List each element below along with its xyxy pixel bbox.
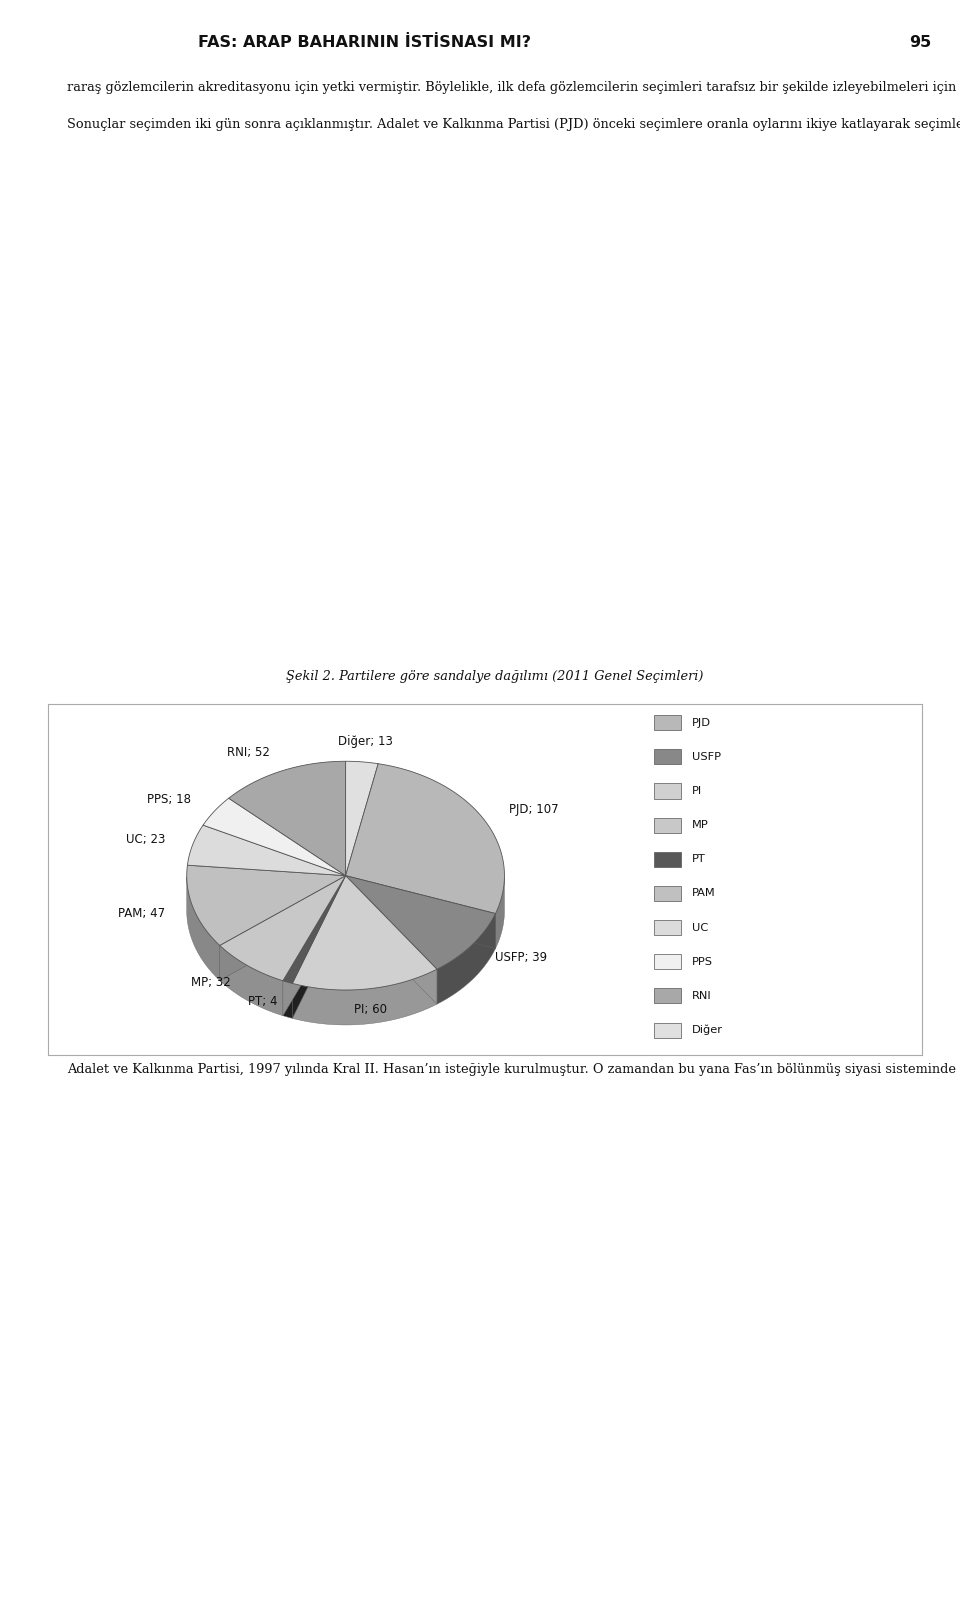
Text: RNI: RNI bbox=[691, 991, 711, 1000]
Polygon shape bbox=[228, 762, 346, 876]
Polygon shape bbox=[220, 876, 346, 981]
Polygon shape bbox=[346, 876, 437, 1004]
Polygon shape bbox=[346, 876, 495, 949]
Polygon shape bbox=[346, 764, 504, 913]
Polygon shape bbox=[220, 946, 283, 1015]
Bar bbox=[654, 852, 681, 867]
Text: USFP; 39: USFP; 39 bbox=[495, 950, 547, 963]
Polygon shape bbox=[283, 981, 293, 1018]
Polygon shape bbox=[346, 876, 495, 970]
Bar bbox=[654, 1023, 681, 1037]
Text: PJD; 107: PJD; 107 bbox=[509, 802, 559, 815]
Polygon shape bbox=[346, 876, 437, 1004]
Text: USFP: USFP bbox=[691, 752, 721, 762]
Bar bbox=[654, 989, 681, 1004]
Polygon shape bbox=[220, 876, 346, 981]
Polygon shape bbox=[293, 876, 346, 1018]
Text: PPS: PPS bbox=[691, 957, 712, 967]
Text: MP: MP bbox=[691, 820, 708, 830]
Text: raraş gözlemcilerin akreditasyonu için yetki vermiştir. Böylelikle, ilk defa göz: raraş gözlemcilerin akreditasyonu için y… bbox=[67, 81, 960, 130]
Text: PI: PI bbox=[691, 786, 702, 796]
Polygon shape bbox=[283, 876, 346, 983]
Text: 95: 95 bbox=[909, 34, 931, 50]
Polygon shape bbox=[293, 970, 437, 1025]
Polygon shape bbox=[187, 825, 346, 876]
Text: RNI; 52: RNI; 52 bbox=[228, 746, 271, 759]
Bar bbox=[654, 783, 681, 799]
Bar bbox=[654, 954, 681, 970]
Polygon shape bbox=[346, 762, 378, 876]
Text: Adalet ve Kalkınma Partisi, 1997 yılında Kral II. Hasan’ın isteğiyle kurulmuştur: Adalet ve Kalkınma Partisi, 1997 yılında… bbox=[67, 1063, 960, 1076]
Text: Diğer; 13: Diğer; 13 bbox=[338, 735, 393, 748]
Text: PJD: PJD bbox=[691, 717, 710, 728]
Polygon shape bbox=[293, 876, 346, 1018]
Text: PT; 4: PT; 4 bbox=[248, 994, 277, 1008]
Polygon shape bbox=[187, 865, 346, 946]
Text: MP; 32: MP; 32 bbox=[191, 976, 230, 989]
Bar bbox=[654, 886, 681, 901]
Polygon shape bbox=[204, 797, 346, 876]
Polygon shape bbox=[346, 876, 495, 949]
Text: Şekil 2. Partilere göre sandalye dağılımı (2011 Genel Seçimleri): Şekil 2. Partilere göre sandalye dağılım… bbox=[286, 670, 703, 683]
Text: PAM; 47: PAM; 47 bbox=[118, 907, 165, 920]
Polygon shape bbox=[220, 876, 346, 981]
Polygon shape bbox=[437, 913, 495, 1004]
Text: UC; 23: UC; 23 bbox=[126, 833, 165, 846]
Polygon shape bbox=[495, 878, 504, 949]
Text: PAM: PAM bbox=[691, 888, 715, 899]
Polygon shape bbox=[283, 876, 346, 1015]
Bar bbox=[654, 920, 681, 934]
Polygon shape bbox=[283, 876, 346, 1015]
Bar bbox=[654, 749, 681, 764]
Text: Diğer: Diğer bbox=[691, 1025, 723, 1036]
Bar bbox=[654, 715, 681, 730]
Text: PT: PT bbox=[691, 854, 706, 865]
Bar bbox=[654, 818, 681, 833]
Text: PI; 60: PI; 60 bbox=[354, 1004, 388, 1017]
Text: UC: UC bbox=[691, 923, 708, 933]
Polygon shape bbox=[293, 876, 437, 991]
Polygon shape bbox=[187, 876, 220, 981]
Text: PPS; 18: PPS; 18 bbox=[147, 793, 191, 806]
Text: FAS: ARAP BAHARININ İSTİSNASI MI?: FAS: ARAP BAHARININ İSTİSNASI MI? bbox=[199, 34, 531, 50]
